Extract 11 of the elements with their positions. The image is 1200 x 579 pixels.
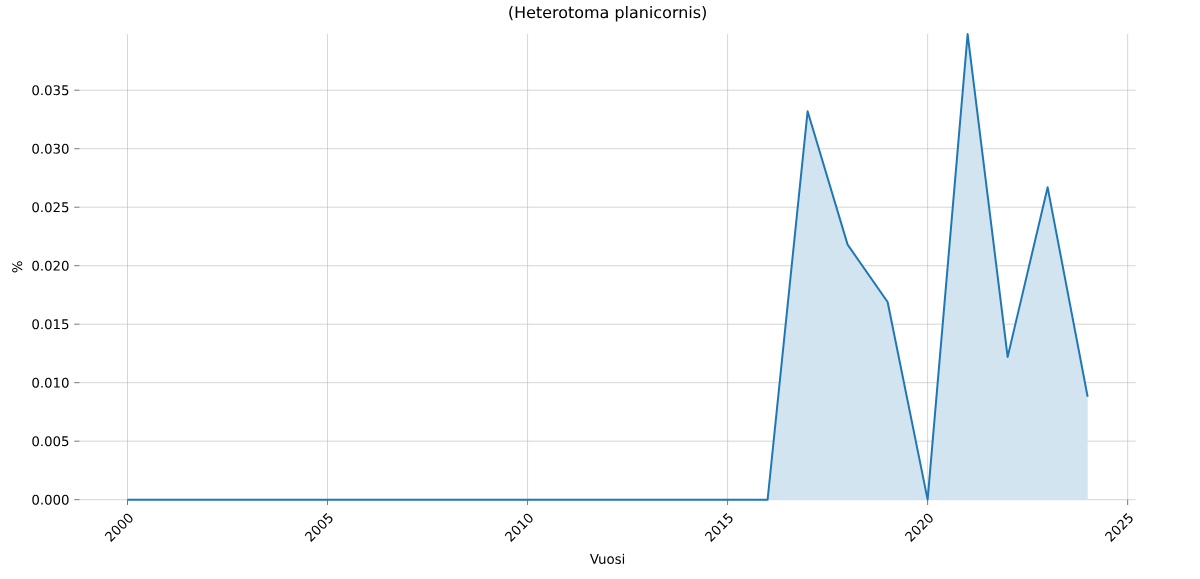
y-tick-label: 0.025 [32, 202, 69, 213]
y-tick-label: 0.015 [32, 319, 69, 330]
y-tick-label: 0.005 [32, 436, 69, 447]
y-tick-label: 0.000 [32, 494, 69, 505]
y-axis-title: % [12, 261, 23, 273]
y-tick-label: 0.010 [32, 377, 69, 388]
chart-title: (Heterotoma planicornis) [509, 5, 706, 22]
x-axis-title: Vuosi [589, 553, 625, 564]
y-tick-label: 0.030 [32, 143, 69, 154]
y-tick-label: 0.035 [32, 85, 69, 96]
y-tick-label: 0.020 [32, 260, 69, 271]
